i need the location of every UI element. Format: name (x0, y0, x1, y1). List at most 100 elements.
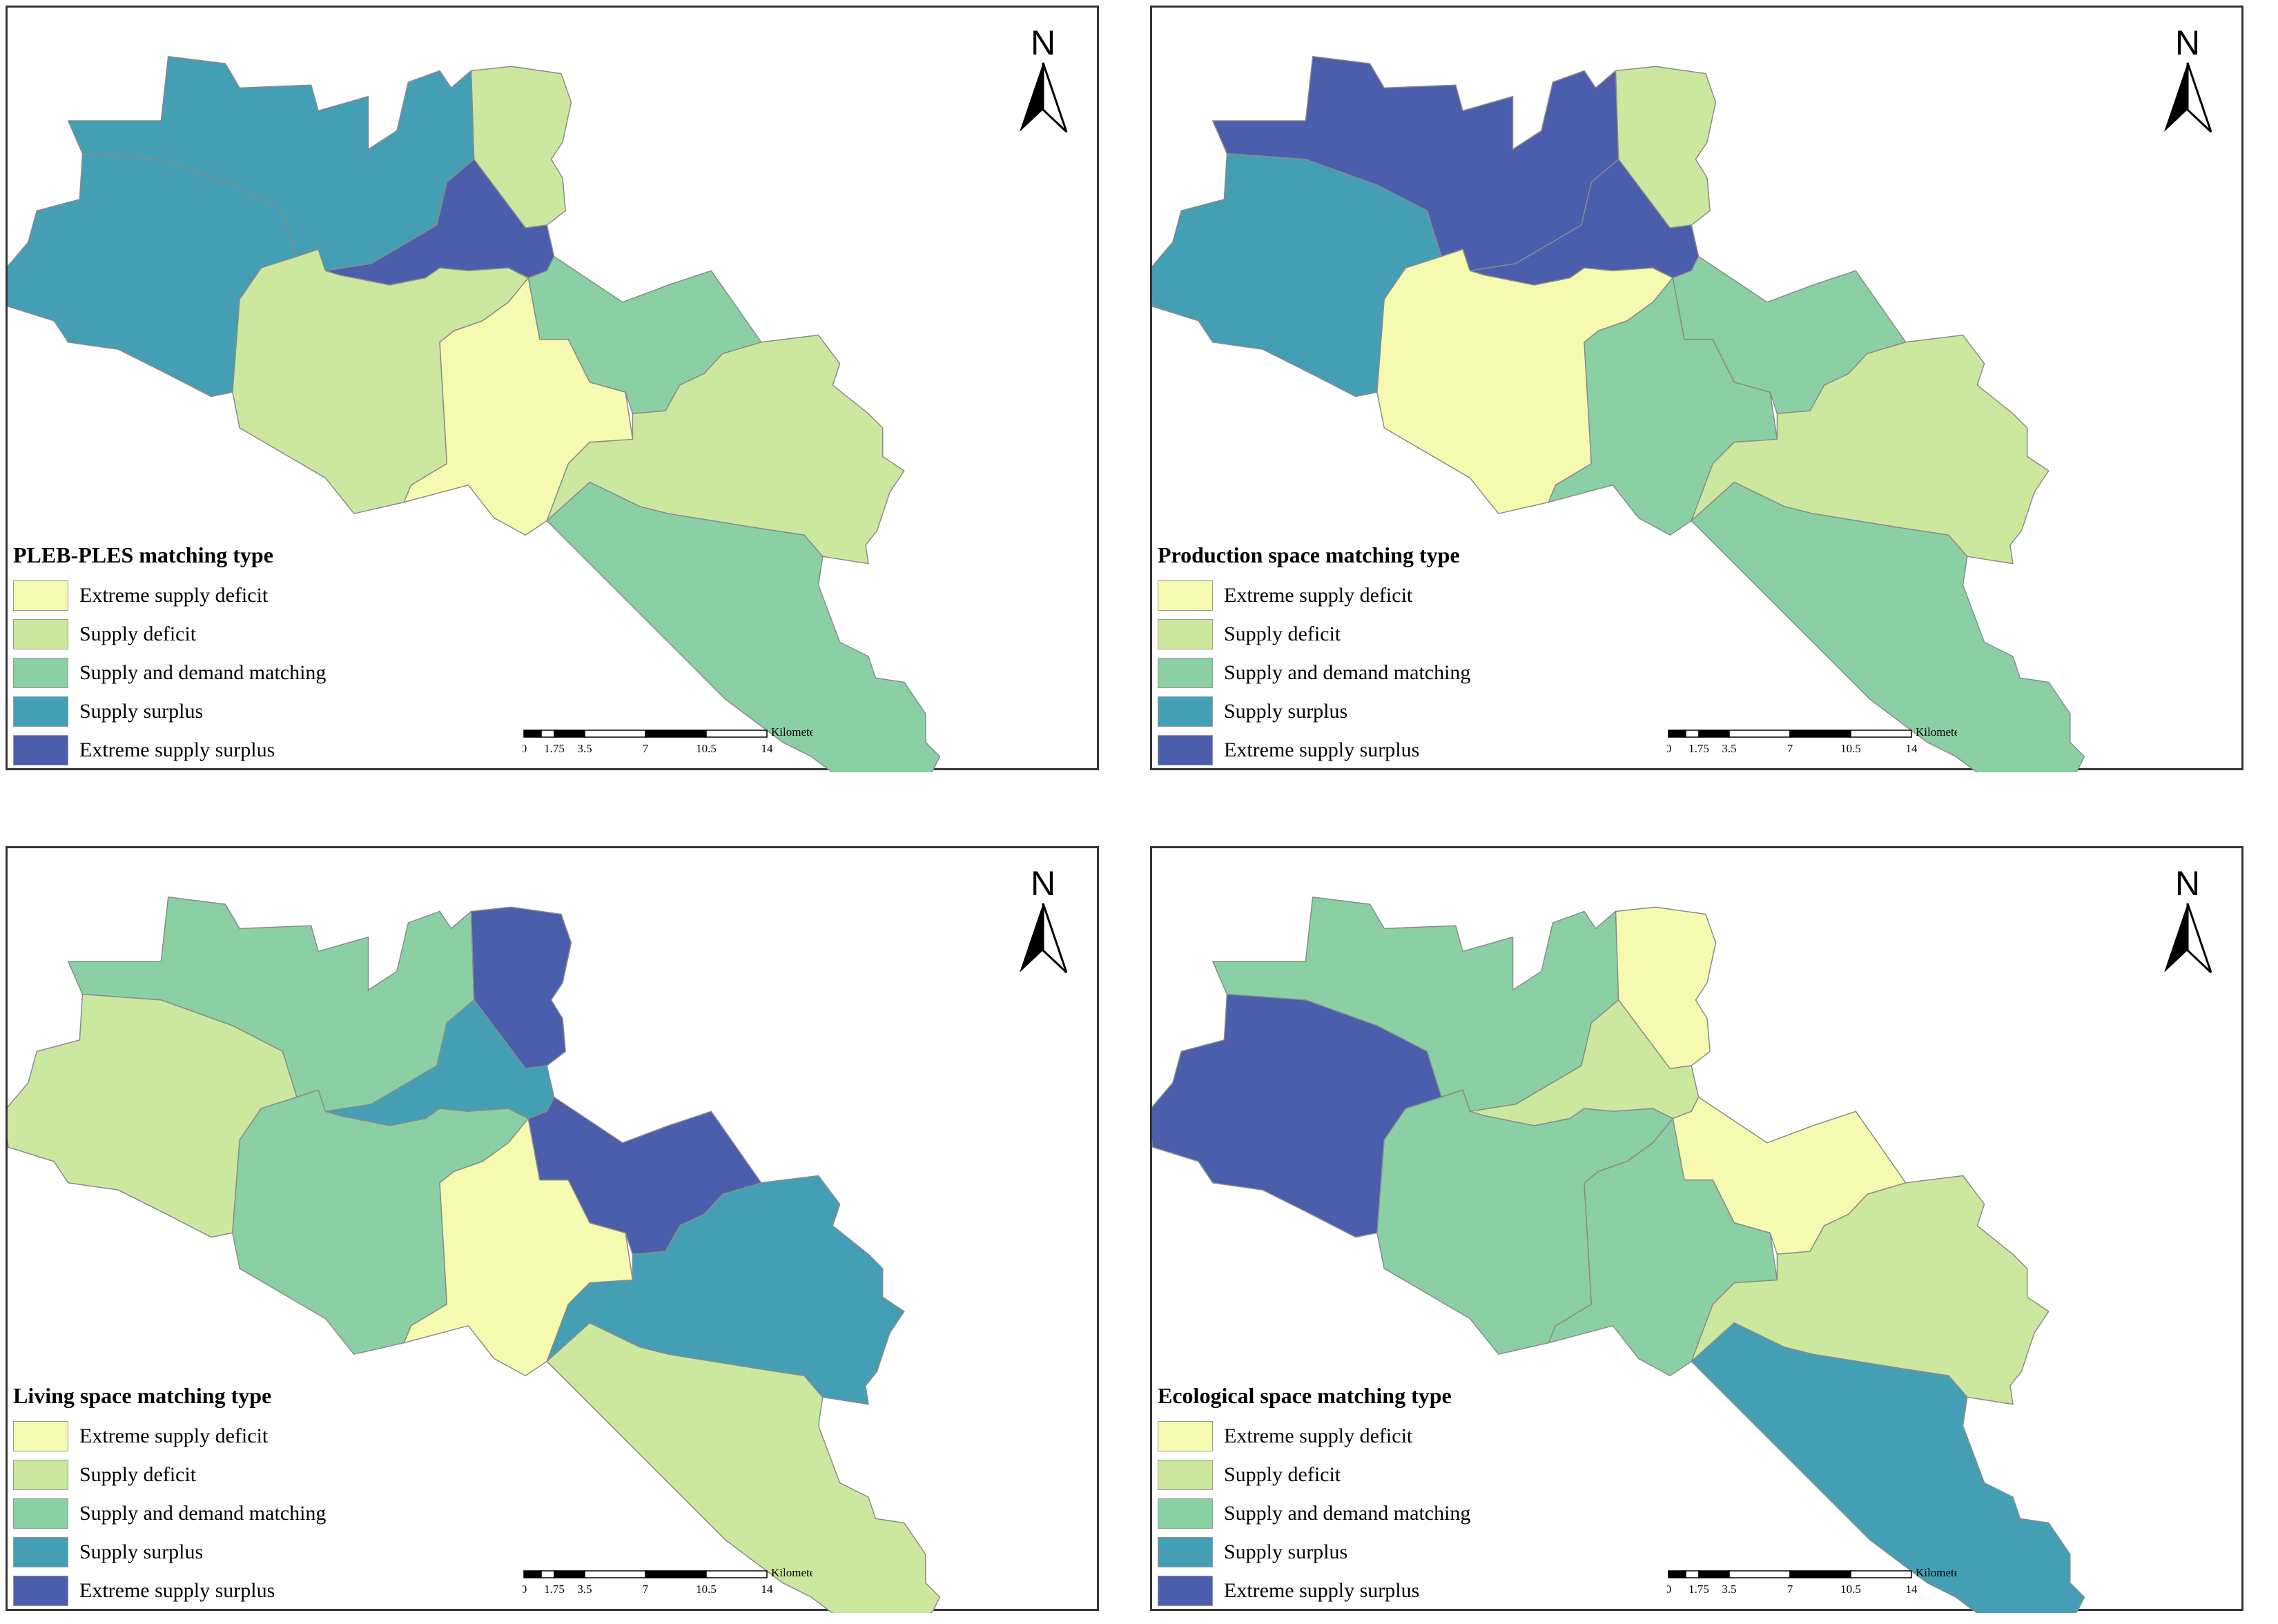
legend-label: Supply surplus (1224, 1540, 1348, 1563)
scale-tick-label: 1.75 (544, 1583, 565, 1596)
scale-segment (645, 730, 707, 738)
scale-tick-label: 14 (1906, 1583, 1918, 1596)
legend-label: Supply deficit (1224, 623, 1341, 645)
legend-item-ss: Supply surplus (13, 692, 326, 731)
legend-label: Supply deficit (79, 623, 197, 645)
north-label: N (2174, 864, 2201, 903)
legend-swatch (1158, 1498, 1213, 1529)
scale-segment (1850, 730, 1912, 738)
legend-swatch (13, 658, 68, 688)
scale-segment (554, 730, 585, 738)
district-i (546, 1322, 941, 1613)
north-arrow: N (1015, 23, 1071, 154)
scale-bar: 0 1.75 3.5 7 10.5 14 Kilometers (523, 727, 812, 755)
legend: PLEB-PLES matching type Extreme supply d… (13, 542, 326, 770)
scale-unit: Kilometers (771, 727, 812, 738)
legend-title: Living space matching type (13, 1383, 272, 1408)
legend-item-sdm: Supply and demand matching (1158, 1494, 1470, 1533)
legend-swatch (1158, 1460, 1213, 1490)
legend-item-esd: Extreme supply deficit (13, 1417, 326, 1456)
scale-tick-label: 7 (643, 742, 649, 755)
district-map (1152, 897, 2085, 1613)
legend-label: Extreme supply deficit (1224, 584, 1413, 607)
north-arrow: N (2160, 863, 2215, 995)
scale-tick-label: 0 (523, 742, 527, 755)
legend-item-ss: Supply surplus (1158, 1533, 1470, 1572)
legend-swatch (13, 1576, 68, 1606)
scale-tick-label: 0 (523, 1583, 527, 1596)
district-i (1691, 1322, 2085, 1613)
district-i (1691, 481, 2085, 772)
legend-label: Supply and demand matching (79, 661, 327, 684)
legend-item-sdm: Supply and demand matching (1158, 654, 1470, 692)
scale-segment (705, 1570, 768, 1578)
legend-title: Production space matching type (1158, 542, 1460, 567)
legend-item-esd: Extreme supply deficit (1158, 1417, 1470, 1456)
scale-unit: Kilometers (1916, 1568, 1957, 1579)
legend-item-ess: Extreme supply surplus (13, 1572, 326, 1610)
district-map (8, 897, 941, 1613)
legend-label: Extreme supply surplus (1224, 738, 1420, 761)
district-h (546, 334, 905, 565)
scale-segment (1789, 730, 1851, 738)
legend-label: Extreme supply deficit (79, 1425, 269, 1447)
legend-label: Supply surplus (79, 700, 204, 723)
legend-swatch (1158, 696, 1213, 727)
district-h (546, 1175, 905, 1405)
legend-item-ss: Supply surplus (13, 1533, 326, 1572)
legend-item-sdm: Supply and demand matching (13, 654, 326, 692)
legend-swatch (13, 1460, 68, 1490)
scale-tick-label: 3.5 (577, 1583, 592, 1596)
scale-tick-label: 10.5 (1840, 1583, 1861, 1596)
legend-label: Extreme supply surplus (79, 1579, 275, 1602)
scale-tick-label: 3.5 (1722, 1583, 1736, 1596)
legend-swatch (1158, 658, 1213, 688)
scale-tick-label: 10.5 (1840, 742, 1861, 755)
legend-swatch (13, 1421, 68, 1451)
legend-title: Ecological space matching type (1158, 1383, 1452, 1408)
legend: Ecological space matching type Extreme s… (1158, 1383, 1470, 1610)
scale-tick-label: 1.75 (544, 742, 565, 755)
legend-swatch (1158, 580, 1213, 611)
legend-item-sdm: Supply and demand matching (13, 1494, 326, 1533)
north-label: N (1030, 23, 1056, 62)
legend-swatch (1158, 1576, 1213, 1606)
scale-segment (554, 1570, 585, 1578)
scale-segment (541, 1570, 555, 1578)
legend-label: Extreme supply deficit (79, 584, 269, 607)
scale-segment (541, 730, 555, 738)
scale-segment (645, 1570, 707, 1578)
legend-label: Supply and demand matching (1224, 661, 1471, 684)
legend-item-ess: Extreme supply surplus (13, 731, 326, 770)
district-b (8, 993, 298, 1238)
legend-item-sd: Supply deficit (13, 1456, 326, 1494)
district-map (1152, 56, 2085, 772)
scale-segment (1698, 1570, 1730, 1578)
legend: Production space matching type Extreme s… (1158, 542, 1470, 770)
scale-tick-label: 10.5 (696, 742, 717, 755)
scale-segment (1668, 730, 1686, 738)
district-i (546, 481, 941, 772)
scale-tick-label: 0 (1667, 1583, 1671, 1596)
scale-tick-label: 10.5 (696, 1583, 717, 1596)
scale-tick-label: 0 (1667, 742, 1671, 755)
scale-segment (1789, 1570, 1851, 1578)
legend-item-ess: Extreme supply surplus (1158, 731, 1470, 770)
district-map (8, 56, 941, 772)
legend-item-sd: Supply deficit (1158, 615, 1470, 654)
legend-item-esd: Extreme supply deficit (1158, 576, 1470, 615)
legend-label: Extreme supply surplus (79, 738, 275, 761)
legend-swatch (13, 1537, 68, 1567)
scale-segment (584, 1570, 646, 1578)
scale-segment (1729, 1570, 1791, 1578)
scale-segment (1850, 1570, 1912, 1578)
scale-tick-label: 14 (761, 742, 774, 755)
map-panel-pleb-ples: N PLEB-PLES matching type Extreme supply… (6, 6, 1099, 772)
legend-swatch (1158, 619, 1213, 649)
legend: Living space matching type Extreme suppl… (13, 1383, 326, 1610)
scale-unit: Kilometers (771, 1568, 812, 1579)
legend-label: Supply surplus (1224, 700, 1348, 723)
map-panel-living: N Living space matching type Extreme sup… (6, 846, 1099, 1613)
scale-segment (1685, 730, 1700, 738)
district-b (1152, 153, 1442, 398)
